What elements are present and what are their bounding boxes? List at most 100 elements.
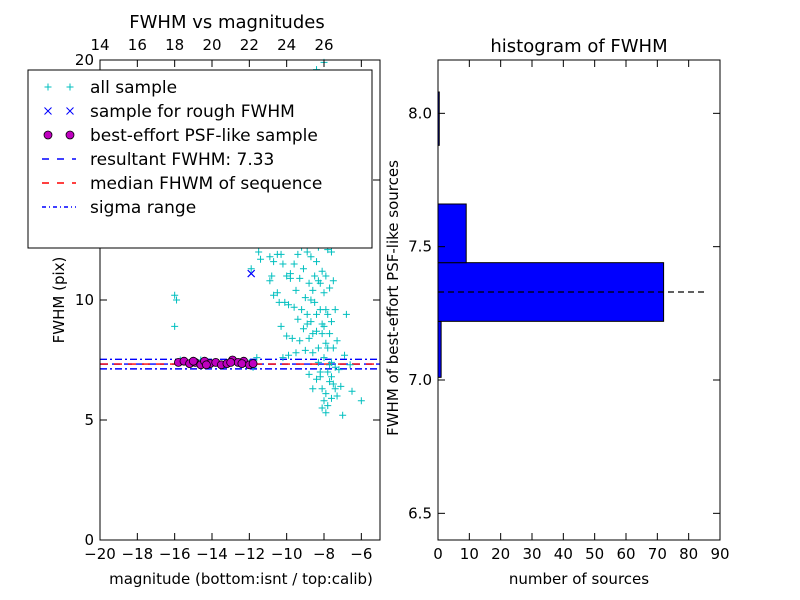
all-sample-point <box>313 310 321 318</box>
all-sample-point <box>277 250 285 258</box>
all-sample-point <box>348 387 356 395</box>
legend-label: median FHWM of sequence <box>90 174 322 194</box>
all-sample-point <box>331 385 339 393</box>
all-sample-point <box>294 250 302 258</box>
all-sample-point <box>266 253 274 261</box>
psf-like-sample-point <box>188 356 198 366</box>
all-sample-point <box>333 392 341 400</box>
all-sample-point <box>294 315 302 323</box>
all-sample-point <box>309 385 317 393</box>
all-sample-point <box>288 334 296 342</box>
x-tick-label: −14 <box>196 545 228 563</box>
all-sample-point <box>283 272 291 280</box>
all-sample-point <box>307 296 315 304</box>
x-tick-label: −6 <box>350 545 372 563</box>
all-sample-point <box>311 272 319 280</box>
fwhm-magnitude-plot-area <box>100 58 380 419</box>
all-sample-point <box>279 354 287 362</box>
psf-like-sample-point <box>201 360 211 370</box>
all-sample-point <box>283 332 291 340</box>
legend-label: all sample <box>90 78 177 98</box>
legend-entry: median FHWM of sequence <box>42 174 322 194</box>
all-sample-point <box>320 322 328 330</box>
all-sample-point <box>326 284 334 292</box>
all-sample-point <box>313 327 321 335</box>
all-sample-point <box>326 361 334 369</box>
all-sample-point <box>314 344 322 352</box>
all-sample-point <box>303 248 311 256</box>
all-sample-point <box>329 380 337 388</box>
all-sample-point <box>335 366 343 374</box>
all-sample-point <box>324 402 332 410</box>
all-sample-point <box>285 351 293 359</box>
legend-label: resultant FWHM: 7.33 <box>90 150 274 170</box>
right-plot-frame <box>437 59 721 541</box>
all-sample-point <box>327 373 335 381</box>
top-tick-label: 20 <box>202 36 221 54</box>
top-axis-ticks: 14 16 18 20 22 24 26 <box>90 36 333 54</box>
psf-like-sample-point <box>226 357 236 367</box>
all-sample-point <box>322 409 330 417</box>
histogram-bar <box>437 203 467 264</box>
histogram-x-axis-ticks: 0 10 20 30 40 50 60 70 80 90 <box>433 60 730 563</box>
all-sample-point <box>285 301 293 309</box>
x-tick-label: −8 <box>313 545 335 563</box>
all-sample-point <box>342 310 350 318</box>
all-sample-point <box>316 368 324 376</box>
all-sample-point <box>339 411 347 419</box>
all-sample-point <box>314 358 322 366</box>
all-sample-point <box>324 344 332 352</box>
legend-label: sigma range <box>90 198 196 218</box>
all-sample-point <box>296 337 304 345</box>
all-sample-point <box>322 272 330 280</box>
x-tick-label: 0 <box>433 545 443 563</box>
left-x-axis-label: magnitude (bottom:isnt / top:calib) <box>109 570 373 588</box>
all-sample-point <box>305 334 313 342</box>
all-sample-point <box>313 375 321 383</box>
all-sample-point <box>320 289 328 297</box>
all-sample-point <box>318 385 326 393</box>
fwhm-vs-magnitude-panel: FWHM vs magnitudes 14 16 18 20 22 24 26 −20 −18… <box>27 12 381 588</box>
all-sample-point <box>171 322 179 330</box>
all-sample-point <box>307 253 315 261</box>
all-sample-point <box>171 291 179 299</box>
all-sample-point <box>341 351 349 359</box>
all-sample-point <box>327 318 335 326</box>
fwhm-histogram-panel: histogram of FWHM 0 10 20 30 40 50 60 70 80 90 6.… <box>384 36 730 588</box>
all-sample-point <box>255 248 263 256</box>
all-sample-point <box>270 291 278 299</box>
all-sample-point <box>296 274 304 282</box>
top-tick-label: 14 <box>90 36 109 54</box>
all-sample-point <box>257 255 265 263</box>
all-sample-point <box>279 260 287 268</box>
all-sample-point <box>299 265 307 273</box>
all-sample-point <box>298 306 306 314</box>
all-sample-point <box>322 390 330 398</box>
legend-marker-icon <box>66 83 74 91</box>
all-sample-point <box>270 258 278 266</box>
all-sample-point <box>290 303 298 311</box>
all-sample-point <box>331 306 339 314</box>
all-sample-point <box>305 279 313 287</box>
psf-like-sample-point <box>248 359 258 369</box>
all-sample-point <box>292 349 300 357</box>
y-tick-label: 7.5 <box>408 238 432 256</box>
x-tick-label: 60 <box>616 545 635 563</box>
top-tick-label: 22 <box>240 36 259 54</box>
all-sample-point <box>268 272 276 280</box>
legend-marker-icon <box>65 130 75 140</box>
x-tick-label: 70 <box>648 545 667 563</box>
all-sample-point <box>292 286 300 294</box>
all-sample-point <box>322 339 330 347</box>
y-tick-label: 0 <box>84 531 94 549</box>
all-sample-point <box>326 378 334 386</box>
all-sample-point <box>307 318 315 326</box>
legend-box <box>27 69 373 249</box>
all-sample-point <box>309 330 317 338</box>
all-sample-point <box>320 354 328 362</box>
legend-marker-icon <box>43 130 53 140</box>
x-tick-label: 10 <box>460 545 479 563</box>
all-sample-point <box>247 265 255 273</box>
right-chart-title: histogram of FWHM <box>490 36 667 57</box>
all-sample-point <box>309 349 317 357</box>
